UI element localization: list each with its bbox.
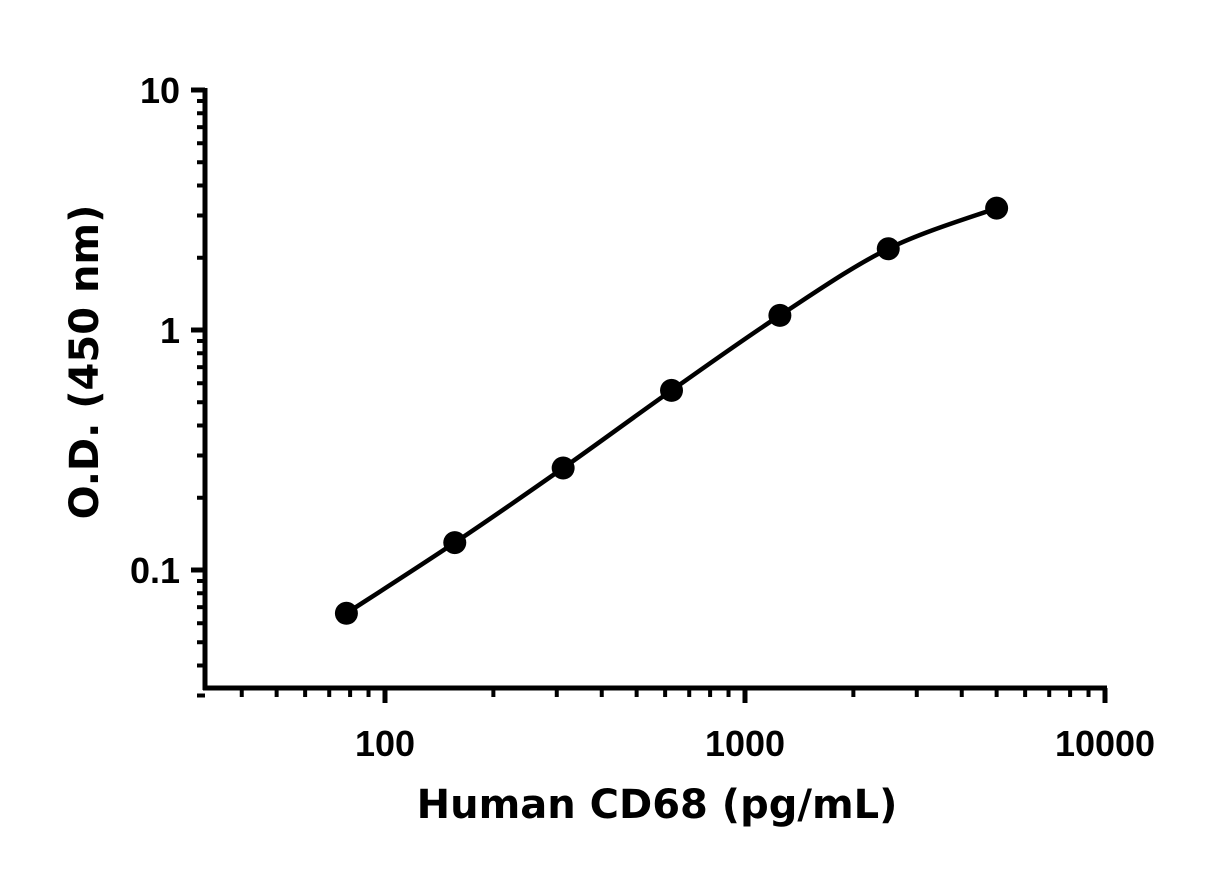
y-tick-label-0.1: 0.1 [130, 550, 180, 591]
x-tick-label-10000: 10000 [1055, 723, 1155, 764]
y-axis-title: O.D. (450 nm) [62, 205, 108, 520]
axis-ticks [191, 87, 1108, 703]
x-tick-label-100: 100 [355, 723, 415, 764]
data-point [876, 237, 900, 261]
y-tick-label-10: 10 [140, 70, 180, 111]
data-point [768, 303, 792, 327]
data-point [985, 196, 1009, 220]
fitted-curve [344, 205, 999, 616]
x-tick-label-1000: 1000 [705, 723, 785, 764]
data-point [334, 601, 358, 625]
x-axis-title: Human CD68 (pg/mL) [417, 782, 898, 828]
data-point [443, 531, 467, 555]
y-tick-label-1: 1 [160, 310, 180, 351]
data-points [334, 196, 1009, 625]
data-point [551, 456, 575, 480]
data-point [660, 378, 684, 402]
